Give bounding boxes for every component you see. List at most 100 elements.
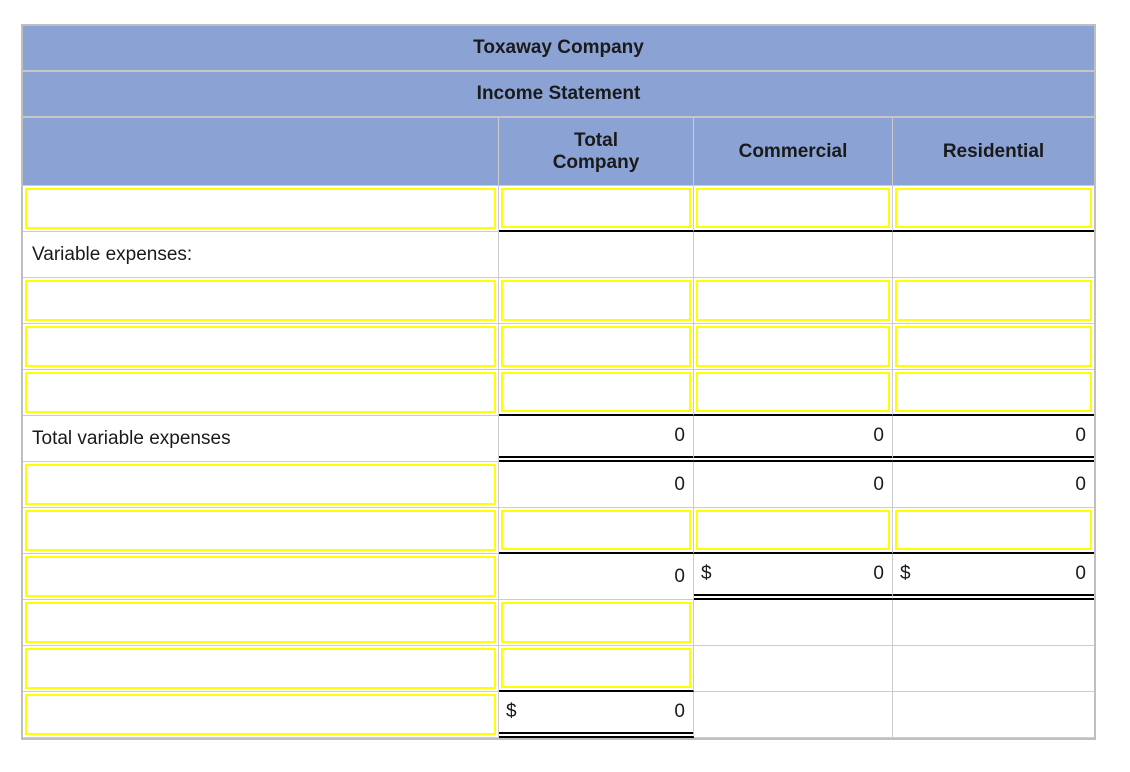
row8-residential-cell (893, 370, 1094, 416)
row10-label-cell (23, 462, 499, 508)
dollar-sign: $ (900, 563, 911, 584)
row8-commercial-cell (694, 370, 893, 416)
row6-label-input[interactable] (25, 280, 496, 321)
row11-residential-input[interactable] (895, 510, 1092, 550)
row13-label-cell (23, 600, 499, 646)
row13-total-cell (499, 600, 694, 646)
dollar-sign: $ (701, 563, 712, 584)
row13-label-input[interactable] (25, 602, 496, 643)
income-statement-table: Toxaway Company Income Statement Total C… (21, 24, 1096, 740)
column-header-total-company: Total Company (499, 118, 694, 186)
total-variable-expenses-total-value: 0 (499, 416, 694, 462)
row6-residential-input[interactable] (895, 280, 1092, 321)
row14-label-input[interactable] (25, 648, 496, 689)
table-row: 0 0 0 (23, 462, 1094, 508)
row11-commercial-input[interactable] (696, 510, 890, 550)
row12-residential-value: $ 0 (893, 554, 1094, 600)
row4-residential-input[interactable] (895, 188, 1092, 228)
row10-total-value: 0 (499, 462, 694, 508)
row7-total-input[interactable] (501, 326, 691, 367)
row12-commercial-value: $ 0 (694, 554, 893, 600)
row4-label-input[interactable] (25, 188, 496, 229)
row11-label-input[interactable] (25, 510, 496, 551)
row8-total-input[interactable] (501, 372, 691, 412)
row7-total-cell (499, 324, 694, 370)
table-row: $ 0 (23, 692, 1094, 738)
row15-total-amount: 0 (674, 701, 685, 722)
row13-total-input[interactable] (501, 602, 691, 643)
total-variable-expenses-label: Total variable expenses (23, 416, 499, 462)
column-header-row: Total Company Commercial Residential (23, 118, 1094, 186)
column-header-commercial: Commercial (694, 118, 893, 186)
row15-residential-cell (893, 692, 1094, 738)
row14-residential-cell (893, 646, 1094, 692)
row15-total-value: $ 0 (499, 692, 694, 738)
row5-residential-cell (893, 232, 1094, 278)
row11-total-cell (499, 508, 694, 554)
row4-residential-cell (893, 186, 1094, 232)
row6-commercial-cell (694, 278, 893, 324)
row15-label-cell (23, 692, 499, 738)
table-row: Variable expenses: (23, 232, 1094, 278)
row11-commercial-cell (694, 508, 893, 554)
row5-commercial-cell (694, 232, 893, 278)
column-header-blank (23, 118, 499, 186)
table-row (23, 600, 1094, 646)
row6-total-cell (499, 278, 694, 324)
row14-label-cell (23, 646, 499, 692)
row11-total-input[interactable] (501, 510, 691, 550)
table-row (23, 324, 1094, 370)
row7-label-cell (23, 324, 499, 370)
row12-total-value: 0 (499, 554, 694, 600)
row10-label-input[interactable] (25, 464, 496, 505)
table-row (23, 508, 1094, 554)
statement-title: Income Statement (23, 72, 1094, 118)
row15-commercial-cell (694, 692, 893, 738)
row6-label-cell (23, 278, 499, 324)
row15-label-input[interactable] (25, 694, 496, 735)
row12-label-cell (23, 554, 499, 600)
row7-commercial-input[interactable] (696, 326, 890, 367)
row4-total-cell (499, 186, 694, 232)
row14-commercial-cell (694, 646, 893, 692)
row4-commercial-cell (694, 186, 893, 232)
table-row (23, 186, 1094, 232)
row4-label-cell (23, 186, 499, 232)
row12-residential-amount: 0 (1075, 563, 1086, 584)
row4-commercial-input[interactable] (696, 188, 890, 228)
dollar-sign: $ (506, 701, 517, 722)
row6-total-input[interactable] (501, 280, 691, 321)
row5-total-cell (499, 232, 694, 278)
row11-label-cell (23, 508, 499, 554)
row7-commercial-cell (694, 324, 893, 370)
row7-label-input[interactable] (25, 326, 496, 367)
row10-residential-value: 0 (893, 462, 1094, 508)
row14-total-input[interactable] (501, 648, 691, 688)
row7-residential-input[interactable] (895, 326, 1092, 367)
company-title: Toxaway Company (23, 26, 1094, 72)
row8-total-cell (499, 370, 694, 416)
table-row: 0 $ 0 $ 0 (23, 554, 1094, 600)
row8-commercial-input[interactable] (696, 372, 890, 412)
row14-total-cell (499, 646, 694, 692)
row7-residential-cell (893, 324, 1094, 370)
row8-residential-input[interactable] (895, 372, 1092, 412)
total-variable-expenses-commercial-value: 0 (694, 416, 893, 462)
table-row (23, 278, 1094, 324)
table-row: Toxaway Company (23, 26, 1094, 72)
total-variable-expenses-residential-value: 0 (893, 416, 1094, 462)
row12-label-input[interactable] (25, 556, 496, 597)
row8-label-cell (23, 370, 499, 416)
variable-expenses-heading: Variable expenses: (23, 232, 499, 278)
row11-residential-cell (893, 508, 1094, 554)
row4-total-input[interactable] (501, 188, 691, 228)
row6-commercial-input[interactable] (696, 280, 890, 321)
row8-label-input[interactable] (25, 372, 496, 413)
table-row: Total variable expenses 0 0 0 (23, 416, 1094, 462)
row10-commercial-value: 0 (694, 462, 893, 508)
table-row: Income Statement (23, 72, 1094, 118)
table-row (23, 646, 1094, 692)
column-header-residential: Residential (893, 118, 1094, 186)
row6-residential-cell (893, 278, 1094, 324)
